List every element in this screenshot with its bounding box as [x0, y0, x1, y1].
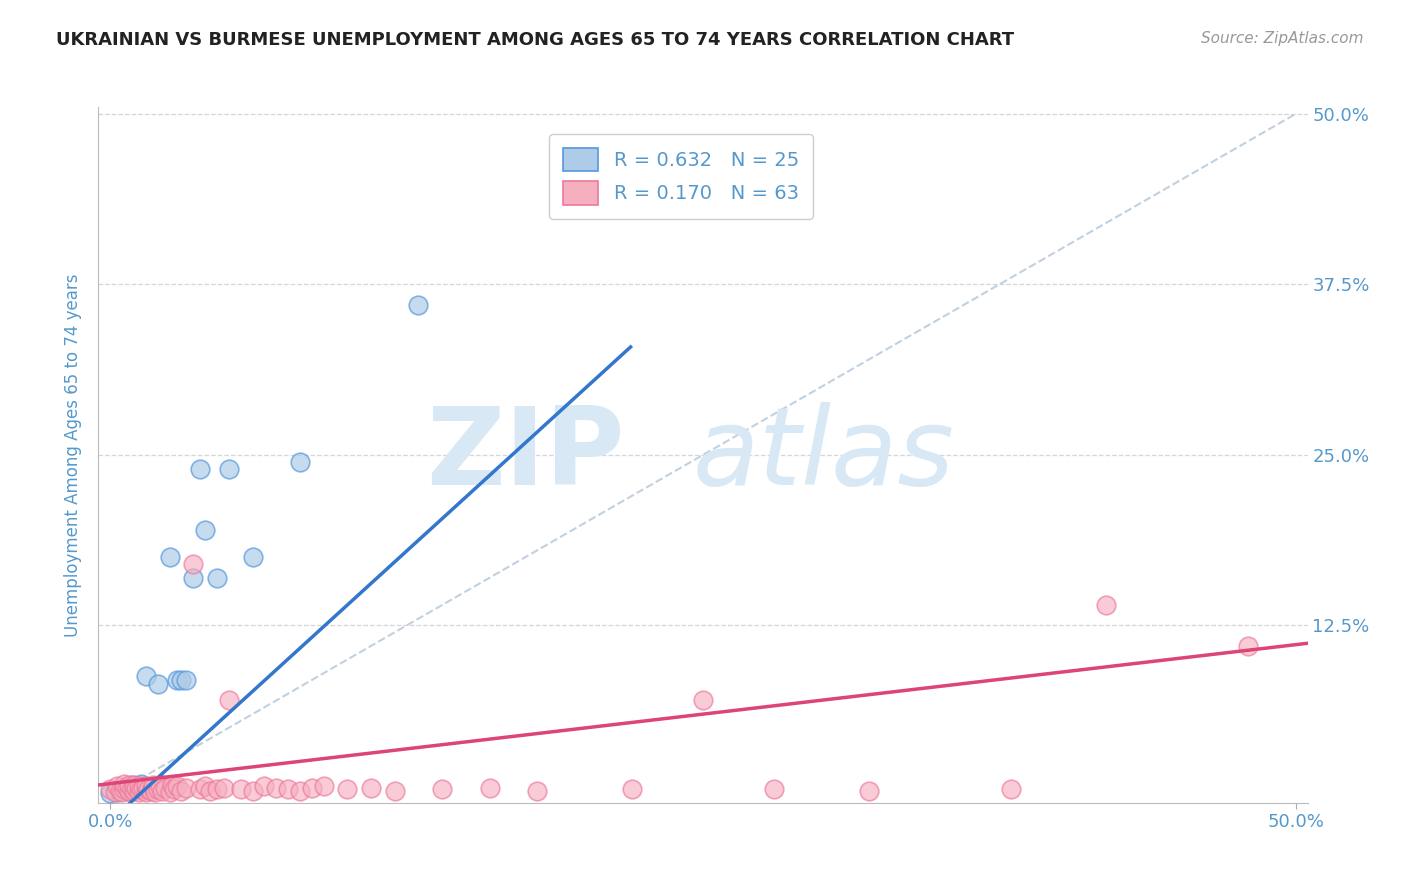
Point — [478, 780, 501, 795]
Point — [1237, 639, 1260, 653]
Point — [205, 571, 228, 585]
Point — [142, 778, 165, 792]
Point — [1095, 598, 1118, 612]
Point — [194, 780, 217, 794]
Point — [135, 785, 157, 799]
Point — [128, 780, 150, 794]
Point — [118, 783, 141, 797]
Point — [1000, 782, 1022, 797]
Point — [218, 693, 240, 707]
Point — [128, 785, 150, 799]
Point — [181, 557, 204, 571]
Point — [142, 782, 165, 797]
Point — [132, 780, 155, 795]
Point — [114, 777, 136, 791]
Point — [98, 786, 121, 800]
Point — [153, 780, 176, 795]
Point — [205, 782, 228, 797]
Point — [288, 455, 311, 469]
Point — [122, 778, 145, 792]
Point — [229, 782, 252, 797]
Point — [408, 298, 430, 312]
Point — [620, 782, 643, 797]
Point — [146, 677, 169, 691]
Point — [174, 673, 197, 687]
Point — [159, 550, 181, 565]
Point — [143, 785, 166, 799]
Point — [121, 782, 143, 797]
Point — [264, 780, 287, 795]
Point — [288, 783, 311, 797]
Text: atlas: atlas — [693, 402, 955, 508]
Point — [105, 785, 128, 799]
Point — [242, 783, 264, 797]
Point — [190, 461, 212, 475]
Text: Source: ZipAtlas.com: Source: ZipAtlas.com — [1201, 31, 1364, 46]
Point — [360, 780, 382, 795]
Point — [111, 782, 134, 797]
Point — [125, 780, 148, 795]
Text: UKRAINIAN VS BURMESE UNEMPLOYMENT AMONG AGES 65 TO 74 YEARS CORRELATION CHART: UKRAINIAN VS BURMESE UNEMPLOYMENT AMONG … — [56, 31, 1014, 49]
Point — [136, 782, 159, 797]
Point — [104, 785, 127, 799]
Point — [129, 782, 152, 797]
Point — [181, 571, 204, 585]
Point — [277, 782, 299, 797]
Point — [301, 780, 323, 795]
Point — [135, 780, 157, 794]
Text: ZIP: ZIP — [426, 402, 624, 508]
Point — [170, 783, 193, 797]
Point — [242, 550, 264, 565]
Point — [763, 782, 786, 797]
Point — [118, 778, 141, 792]
Point — [190, 782, 212, 797]
Point — [122, 783, 145, 797]
Point — [198, 783, 221, 797]
Point — [212, 780, 235, 795]
Point — [146, 782, 169, 797]
Point — [152, 778, 174, 792]
Point — [105, 780, 128, 794]
Point — [122, 782, 145, 797]
Point — [159, 785, 181, 799]
Point — [139, 783, 162, 797]
Point — [118, 780, 141, 795]
Point — [174, 780, 197, 795]
Point — [128, 780, 150, 794]
Y-axis label: Unemployment Among Ages 65 to 74 years: Unemployment Among Ages 65 to 74 years — [65, 273, 83, 637]
Point — [111, 785, 134, 799]
Point — [149, 780, 172, 794]
Point — [218, 461, 240, 475]
Point — [152, 783, 174, 797]
Point — [166, 673, 188, 687]
Point — [170, 673, 193, 687]
Point — [98, 782, 121, 797]
Point — [121, 778, 143, 792]
Point — [312, 780, 335, 794]
Point — [526, 783, 548, 797]
Point — [129, 777, 152, 791]
Point — [253, 780, 276, 794]
Point — [115, 780, 138, 795]
Point — [135, 669, 157, 683]
Point — [166, 780, 188, 794]
Point — [194, 523, 217, 537]
Point — [336, 782, 359, 797]
Point — [384, 783, 406, 797]
Point — [114, 782, 136, 797]
Point — [858, 783, 880, 797]
Point — [115, 783, 138, 797]
Point — [163, 782, 186, 797]
Legend: R = 0.632   N = 25, R = 0.170   N = 63: R = 0.632 N = 25, R = 0.170 N = 63 — [550, 134, 813, 219]
Point — [108, 783, 131, 797]
Point — [432, 782, 454, 797]
Point — [692, 693, 714, 707]
Point — [160, 778, 183, 792]
Point — [142, 780, 165, 795]
